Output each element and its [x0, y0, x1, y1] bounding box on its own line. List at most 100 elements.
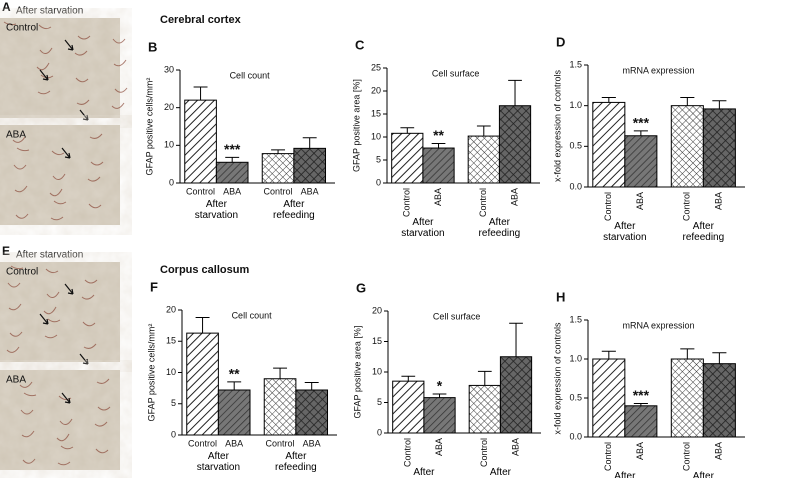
- bar: [592, 358, 626, 438]
- error-bar: [302, 137, 317, 149]
- y-tick-label: 0.0: [569, 181, 582, 191]
- chart-title: Cell count: [232, 310, 273, 320]
- y-tick-label: 1.0: [569, 100, 582, 110]
- cell-process: [19, 381, 33, 388]
- arrow: [79, 353, 89, 365]
- chart-title: mRNA expression: [622, 320, 694, 330]
- cell-process: [23, 392, 37, 397]
- x-tick-label: Control: [264, 186, 293, 196]
- chart-title: Cell surface: [433, 311, 481, 321]
- panel-letter: F: [150, 279, 158, 294]
- significance: ***: [633, 115, 650, 131]
- x-tick-label: ABA: [509, 188, 519, 206]
- y-tick-label: 1.0: [569, 353, 582, 363]
- x-tick-label: Control: [603, 442, 613, 471]
- group-label: After starvation: [194, 199, 239, 221]
- x-tick-label: ABA: [434, 438, 444, 456]
- cell-process: [22, 458, 36, 464]
- y-tick-label: 10: [164, 140, 174, 150]
- bar: [184, 99, 217, 184]
- bar: [263, 378, 297, 436]
- error-bar: [271, 149, 286, 154]
- y-tick-label: 15: [166, 336, 176, 346]
- chart: G Cell surface GFAP positive area [%] 0 5 10 1…: [352, 280, 541, 483]
- panel-letter: A: [2, 0, 11, 14]
- bar: [670, 358, 704, 438]
- x-tick-label: Control: [188, 438, 217, 448]
- significance: **: [229, 366, 240, 382]
- cell-process: [12, 136, 26, 143]
- y-tick-label: 1.5: [569, 59, 582, 69]
- bar: [467, 135, 500, 184]
- cell-process: [7, 282, 21, 288]
- bar: [624, 135, 658, 188]
- y-tick-label: 20: [371, 85, 381, 95]
- x-tick-label: ABA: [225, 438, 243, 448]
- x-tick-label: Control: [478, 188, 488, 217]
- group-label-box: After refeeding: [275, 451, 317, 473]
- bar: [215, 161, 249, 184]
- error-bar: [509, 322, 523, 357]
- error-bar: [476, 125, 491, 137]
- y-tick-label: 25: [371, 62, 381, 72]
- x-tick-label: ABA: [635, 192, 645, 210]
- y-tick-label: 20: [164, 102, 174, 112]
- y-axis-label: GFAP positive area [%]: [352, 326, 362, 419]
- y-tick-label: 5: [171, 398, 176, 408]
- micrograph-label: Control: [6, 23, 38, 34]
- cell-process: [15, 213, 29, 219]
- cell-process: [52, 173, 66, 180]
- error-bar: [508, 79, 522, 106]
- y-tick-label: 10: [372, 366, 382, 376]
- group-label: After starvation: [603, 471, 646, 483]
- group-label-box: After starvation: [402, 467, 445, 483]
- bar: [592, 101, 626, 188]
- bar: [392, 380, 425, 434]
- cell-process: [97, 406, 111, 411]
- arrow: [39, 69, 49, 81]
- cell-process: [20, 409, 34, 415]
- cell-process: [96, 378, 110, 384]
- y-tick-label: 0.0: [569, 431, 582, 441]
- y-tick-label: 10: [166, 367, 176, 377]
- group-label: After starvation: [603, 221, 647, 243]
- error-bar: [633, 130, 648, 136]
- chart: B Cell count GFAP positive cells/mm² 0 10 20 3…: [144, 39, 335, 221]
- cell-process: [56, 433, 70, 442]
- x-tick-label: ABA: [714, 442, 724, 460]
- group-label: After starvation: [196, 451, 241, 473]
- y-tick-label: 0.5: [569, 141, 582, 151]
- cell-process: [9, 331, 23, 337]
- cell-process: [60, 445, 74, 450]
- group-label-box: After starvation: [603, 221, 647, 243]
- arrow: [79, 109, 89, 121]
- cell-process: [87, 176, 101, 182]
- error-bar: [431, 142, 446, 149]
- heading: Corpus callosum: [160, 264, 249, 276]
- group-label-box: After starvation: [196, 451, 241, 473]
- x-tick-label: ABA: [635, 442, 645, 460]
- cell-process: [114, 87, 128, 93]
- arrow: [61, 147, 71, 159]
- significance: ***: [224, 141, 241, 157]
- error-bar: [633, 402, 648, 406]
- y-tick-label: 30: [164, 64, 174, 74]
- arrow: [39, 313, 49, 325]
- bar: [217, 389, 251, 436]
- x-tick-label: Control: [266, 438, 295, 448]
- y-axis-label: x-fold expression of controls: [552, 322, 562, 435]
- bar: [293, 147, 327, 184]
- bar: [498, 105, 532, 184]
- group-label-box: After refeeding: [682, 471, 724, 483]
- error-bar: [601, 97, 616, 103]
- error-bar: [304, 382, 319, 390]
- y-axis-label: x-fold expression of controls: [552, 69, 562, 182]
- y-tick-label: 0.5: [569, 392, 582, 402]
- arrow: [64, 39, 74, 51]
- micrographs: A After starvation Control ABA E After starva…: [0, 0, 128, 470]
- y-tick-label: 10: [371, 131, 381, 141]
- cell-process: [84, 279, 98, 284]
- cell-process: [53, 200, 67, 205]
